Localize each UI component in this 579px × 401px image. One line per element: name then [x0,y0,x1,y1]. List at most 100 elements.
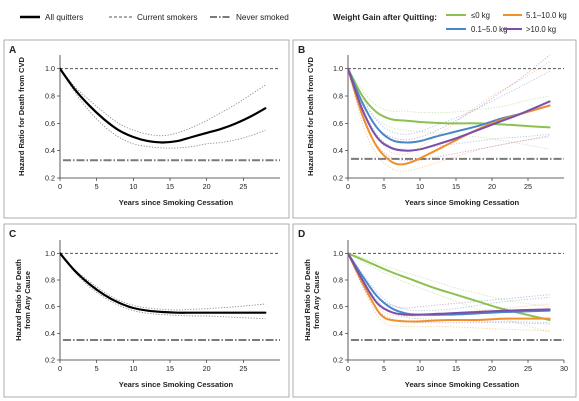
panel-b-y-tick-label: 1.0 [333,64,343,73]
panel-c-y-tick-label: 0.2 [45,356,55,365]
legend-current-smokers-label: Current smokers [137,13,198,22]
panel-d-x-tick-label: 30 [560,364,568,373]
panel-a-y-tick-label: 1.0 [45,64,55,73]
panel-a-x-tick-label: 10 [129,182,137,191]
panel-b-x-tick-label: 20 [488,182,496,191]
panel-a-y-tick-label: 0.4 [45,146,55,155]
panel-b-x-tick-label: 10 [416,182,424,191]
panel-c-all-quitters-ci-high [60,253,266,311]
panel-b--10-0-kg-ci-high [348,54,550,141]
panel-a-x-tick-label: 20 [203,182,211,191]
panel-d-y-axis-title: Hazard Ratio for Deathfrom Any Cause [303,259,321,341]
panel-a-all-quitters-ci-high [60,68,266,137]
panel-d-x-tick-label: 0 [346,364,350,373]
panel-c-x-tick-label: 10 [129,364,137,373]
panel-b-frame [292,39,577,219]
legend-gt10-label: >10.0 kg [526,25,556,34]
panel-a-x-tick-label: 5 [95,182,99,191]
panel-b-y-tick-label: 0.4 [333,146,343,155]
panel-c-x-tick-label: 25 [239,364,247,373]
panel-b-5-1-10-0-kg-ci-low [348,68,550,172]
panel-c-x-tick-label: 5 [95,364,99,373]
panel-b--0-kg-ci-high [348,68,550,114]
panel-c-series-all-quitters [60,252,267,314]
panel-d-frame [292,223,577,398]
legend-weight-title: Weight Gain after Quitting: [333,13,437,22]
panel-b-series-0-1-5-0-kg [348,67,551,144]
panel-a-x-tick-label: 15 [166,182,174,191]
panel-a-y-tick-label: 0.6 [45,119,55,128]
panel-b-x-axis-title: Years since Smoking Cessation [405,198,520,207]
panel-b--10-0-kg-ci-low [348,68,550,162]
panel-a-x-tick-label: 0 [58,182,62,191]
panel-a: A 0.2 0.4 0.6 0.8 1.0 0 5 10 15 20 25 Years since Sm… [3,39,290,219]
panel-d-x-tick-label: 20 [488,364,496,373]
panel-c-y-tick-label: 0.8 [45,276,55,285]
panel-b-plot-area [348,54,564,172]
legend-all-quitters-label: All quitters [45,13,83,22]
panel-d-x-tick-label: 5 [382,364,386,373]
panel-a-y-axis-title: Hazard Ratio for Death from CVD [17,56,26,175]
panel-d-x-axis-title: Years since Smoking Cessation [405,380,520,389]
legend-le0-label: ≤0 kg [471,11,490,20]
legend-0to5-label: 0.1–5.0 kg [471,25,507,34]
panel-c-y-axis-title: Hazard Ratio for Deathfrom Any Cause [14,259,32,341]
panel-a-x-tick-label: 25 [239,182,247,191]
panel-b-series--0-kg [348,67,551,129]
panel-b-y-tick-label: 0.2 [333,174,343,183]
panel-c-y-tick-label: 0.4 [45,329,55,338]
panel-d-y-tick-label: 0.8 [333,276,343,285]
panel-c-x-tick-label: 15 [166,364,174,373]
panel-d-y-tick-label: 1.0 [333,249,343,258]
panel-d-y-tick-label: 0.6 [333,302,343,311]
panel-d-series-5-1-10-0-kg [348,252,551,323]
panel-b-series-5-1-10-0-kg [348,67,551,166]
panel-a-plot-area [60,67,280,162]
panel-d-y-tick-label: 0.4 [333,329,343,338]
panel-b-x-tick-label: 5 [382,182,386,191]
panel-d-series--10-0-kg [348,252,551,316]
panel-c-plot-area [60,252,280,341]
panel-c-x-tick-label: 0 [58,364,62,373]
panel-b-letter: B [298,45,305,56]
panel-b-x-tick-label: 25 [524,182,532,191]
panel-c-y-tick-label: 1.0 [45,249,55,258]
panel-b: B 0.2 0.4 0.6 0.8 1.0 0 5 10 15 20 25 Years since Sm… [292,39,577,219]
panel-b-series--10-0-kg [348,67,551,152]
panel-b-y-tick-label: 0.8 [333,92,343,101]
panel-a-series-all-quitters [60,67,267,144]
panel-d--0-kg-ci-low [348,252,550,333]
legend-5to10-label: 5.1–10.0 kg [526,11,567,20]
panel-b-y-tick-label: 0.6 [333,119,343,128]
panel-c-all-quitters-ci-low [60,253,266,320]
panel-a-x-axis-title: Years since Smoking Cessation [119,198,234,207]
panel-d-plot-area [348,252,564,341]
panel-b-y-axis-title: Hazard Ratio for Death from CVD [306,56,315,175]
panel-d: D 0.2 0.4 0.6 0.8 1.0 0 5 10 15 20 25 30 Years since … [292,223,577,398]
panel-a-letter: A [9,45,16,56]
panel-c-letter: C [9,229,16,240]
panel-b-x-tick-label: 15 [452,182,460,191]
panel-d-0-1-5-0-kg-ci-low [348,253,550,324]
legend-never-smoked-label: Never smoked [236,13,289,22]
panel-d-letter: D [298,229,305,240]
panel-a-y-tick-label: 0.2 [45,174,55,183]
panel-d-x-tick-label: 10 [416,364,424,373]
panel-d-series-0-1-5-0-kg [348,252,551,316]
panel-d-0-1-5-0-kg-ci-high [348,253,550,312]
panel-d--0-kg-ci-high [348,252,550,308]
panel-b--0-kg-ci-low [348,68,550,150]
panel-c: C 0.2 0.4 0.6 0.8 1.0 0 5 10 15 20 25 Years since Sm… [3,223,290,398]
panel-c-frame [3,223,290,398]
panel-c-y-tick-label: 0.6 [45,302,55,311]
panel-a-frame [3,39,290,219]
legend: All quitters Current smokers Never smoke… [20,11,567,34]
panel-b-x-tick-label: 0 [346,182,350,191]
panel-d-x-tick-label: 15 [452,364,460,373]
panel-d-5-1-10-0-kg-ci-low [348,253,550,332]
panel-c-x-tick-label: 20 [203,364,211,373]
panel-c-x-axis-title: Years since Smoking Cessation [119,380,234,389]
panel-d-y-tick-label: 0.2 [333,356,343,365]
panel-d-x-tick-label: 25 [524,364,532,373]
